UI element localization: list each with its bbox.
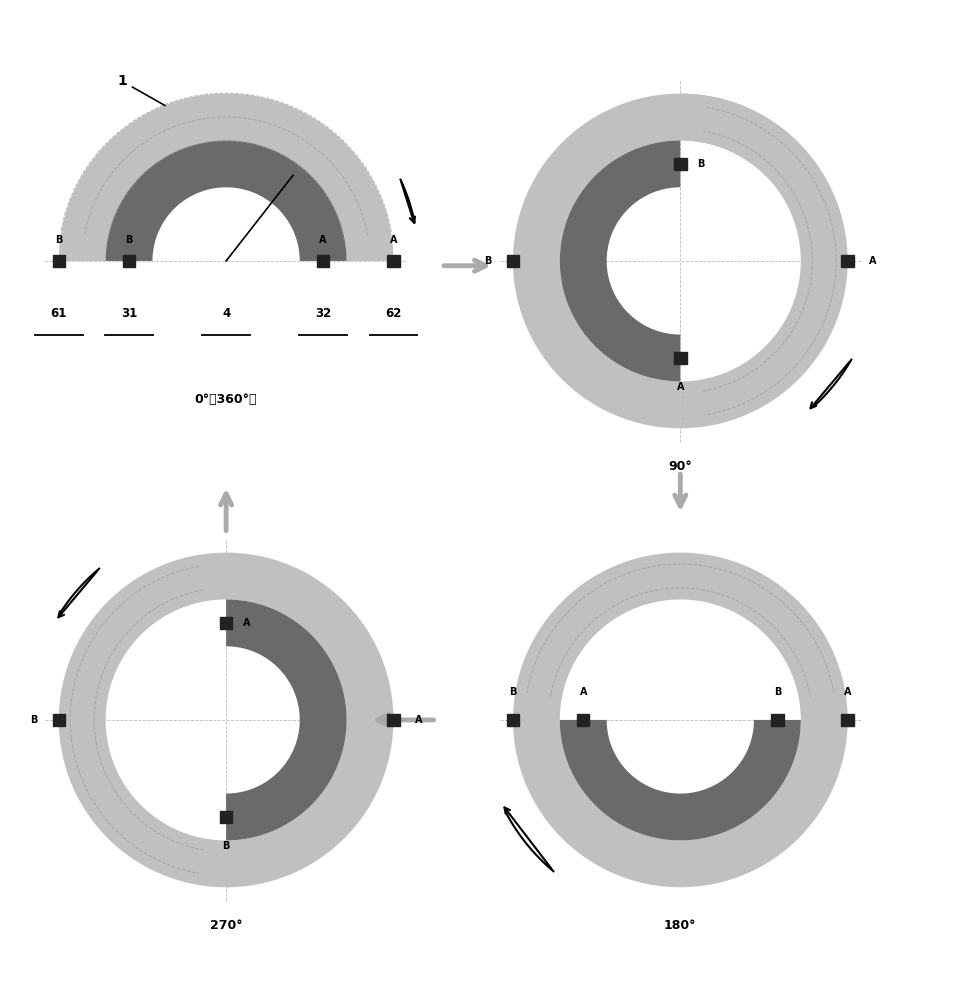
Bar (220, 617, 232, 629)
Text: 32: 32 (316, 307, 331, 320)
Polygon shape (513, 94, 680, 428)
Polygon shape (105, 140, 346, 261)
Text: A: A (389, 235, 397, 245)
Text: A: A (414, 715, 422, 725)
Bar (841, 255, 854, 267)
Bar (220, 811, 232, 823)
Polygon shape (560, 720, 801, 840)
Bar (506, 714, 519, 726)
Text: A: A (244, 618, 251, 628)
Text: A: A (676, 382, 684, 392)
Text: A: A (579, 687, 587, 697)
Bar (316, 255, 329, 267)
Bar (387, 255, 400, 267)
Bar (577, 714, 590, 726)
Text: 61: 61 (51, 307, 67, 320)
Bar (506, 255, 519, 267)
Text: 62: 62 (386, 307, 402, 320)
Text: B: B (697, 159, 705, 169)
Bar (674, 352, 687, 364)
Polygon shape (513, 553, 848, 887)
Polygon shape (58, 553, 393, 887)
Text: 1: 1 (117, 74, 165, 106)
Bar (841, 714, 854, 726)
Text: 4: 4 (222, 307, 230, 320)
Polygon shape (680, 94, 799, 176)
Text: 270°: 270° (210, 919, 243, 932)
Text: B: B (31, 715, 37, 725)
Polygon shape (226, 599, 346, 840)
Text: 0°（360°）: 0°（360°） (195, 393, 257, 406)
Bar (674, 158, 687, 170)
Text: A: A (319, 235, 327, 245)
Bar (771, 714, 784, 726)
Text: A: A (844, 687, 852, 697)
Text: B: B (774, 687, 781, 697)
Bar (53, 255, 65, 267)
Text: B: B (509, 687, 517, 697)
Polygon shape (680, 94, 848, 428)
Text: B: B (484, 256, 492, 266)
Text: B: B (222, 841, 230, 851)
Polygon shape (560, 140, 680, 381)
Bar (53, 714, 65, 726)
Text: A: A (869, 256, 877, 266)
Text: B: B (55, 235, 62, 245)
Text: 90°: 90° (668, 460, 692, 473)
Text: 31: 31 (121, 307, 137, 320)
Text: 180°: 180° (664, 919, 696, 932)
Bar (123, 255, 135, 267)
Polygon shape (58, 94, 393, 261)
Bar (387, 714, 400, 726)
Text: B: B (126, 235, 132, 245)
